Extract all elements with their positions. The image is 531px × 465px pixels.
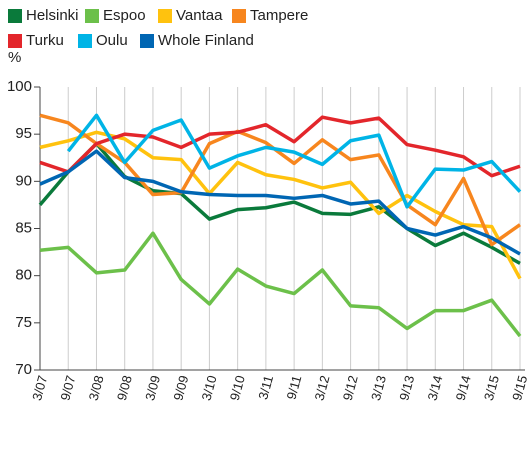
series-line (39, 149, 521, 256)
x-tick-label: 9/09 (170, 374, 191, 402)
y-tick-label: 95 (15, 125, 32, 142)
legend-swatch (85, 9, 99, 23)
series-line (66, 113, 522, 209)
legend-label: Turku (26, 32, 64, 49)
y-tick-label: 80 (15, 267, 32, 284)
series-line (39, 115, 521, 178)
legend-label: Oulu (96, 32, 128, 49)
legend-label: Tampere (250, 7, 308, 24)
legend-swatch (78, 34, 92, 48)
legend-swatch (158, 9, 172, 23)
x-tick-label: 3/07 (29, 374, 50, 402)
x-tick-label: 3/12 (312, 374, 333, 402)
y-tick-label: 100 (7, 78, 32, 95)
x-tick-label: 9/13 (396, 374, 417, 402)
x-tick-label: 3/15 (481, 374, 502, 402)
x-tick-label: 3/11 (255, 374, 276, 401)
x-tick-label: 9/15 (509, 374, 530, 402)
x-tick-label: 3/13 (368, 374, 389, 402)
x-tick-label: 9/11 (284, 374, 305, 401)
series-line (39, 231, 522, 338)
y-axis-label: % (8, 49, 21, 66)
legend-swatch (8, 34, 22, 48)
y-tick-label: 70 (15, 361, 32, 378)
x-tick-label: 9/14 (453, 374, 474, 402)
legend-label: Vantaa (176, 7, 223, 24)
x-tick-label: 3/14 (424, 374, 445, 402)
x-tick-label: 9/12 (340, 374, 361, 402)
y-tick-label: 75 (15, 314, 32, 331)
legend-label: Whole Finland (158, 32, 254, 49)
y-tick-label: 85 (15, 219, 32, 236)
series-line (39, 113, 522, 247)
x-tick-label: 9/07 (57, 374, 78, 402)
legend-label: Espoo (103, 7, 146, 24)
legend-swatch (8, 9, 22, 23)
legend-swatch (140, 34, 154, 48)
x-tick-label: 3/09 (142, 374, 163, 402)
x-tick-label: 3/08 (86, 374, 107, 402)
y-tick-label: 90 (15, 172, 32, 189)
x-tick-label: 9/10 (227, 374, 248, 402)
x-tick-label: 9/08 (114, 374, 135, 402)
x-tick-label: 3/10 (199, 374, 220, 402)
legend-label: Helsinki (26, 7, 79, 24)
legend-swatch (232, 9, 246, 23)
